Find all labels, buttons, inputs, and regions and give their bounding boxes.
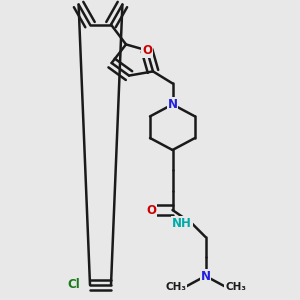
- Text: N: N: [167, 98, 178, 111]
- Text: O: O: [146, 203, 157, 217]
- Text: N: N: [200, 269, 211, 283]
- Text: CH₃: CH₃: [165, 281, 186, 292]
- Text: Cl: Cl: [67, 278, 80, 292]
- Text: O: O: [142, 44, 152, 57]
- Text: CH₃: CH₃: [225, 281, 246, 292]
- Text: NH: NH: [172, 217, 192, 230]
